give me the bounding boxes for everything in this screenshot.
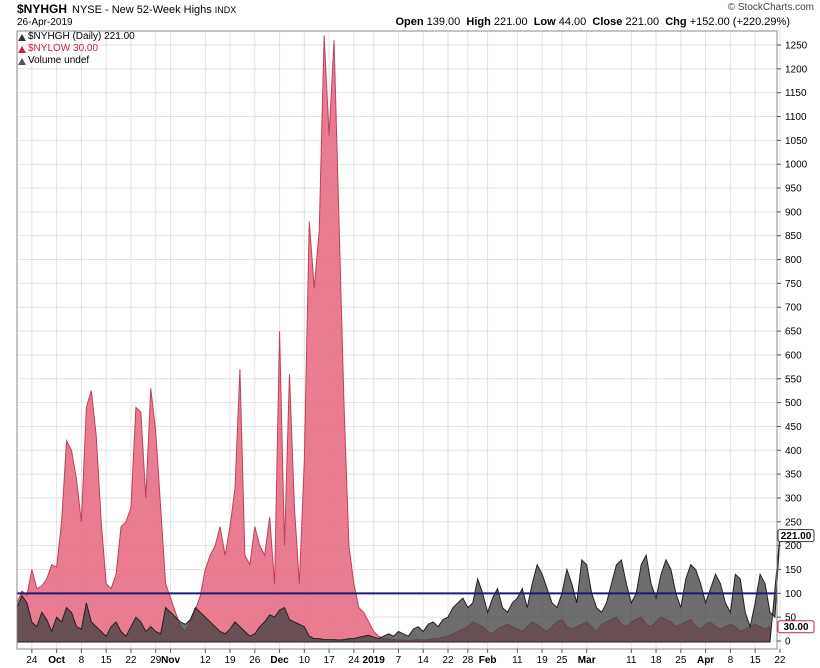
chg-label: Chg xyxy=(665,16,687,28)
legend-label-nyhgh: $NYHGH (Daily) 221.00 xyxy=(28,31,135,42)
y-tick-label: 900 xyxy=(785,207,802,218)
y-tick-label: 800 xyxy=(785,255,802,266)
y-tick-label: 300 xyxy=(785,493,802,504)
x-tick-label: 7 xyxy=(396,655,402,666)
high-value: 221.00 xyxy=(493,16,528,28)
y-tick-label: 500 xyxy=(785,398,802,409)
x-tick-label: 28 xyxy=(462,655,474,666)
x-tick-label: 15 xyxy=(750,655,762,666)
low-label: Low xyxy=(533,16,556,28)
y-tick-label: 0 xyxy=(785,637,791,648)
x-tick-label: Mar xyxy=(578,655,596,666)
x-tick-label: Oct xyxy=(48,655,65,666)
y-tick-label: 950 xyxy=(785,184,802,195)
y-tick-label: 1250 xyxy=(785,41,808,52)
x-tick-label: 12 xyxy=(200,655,212,666)
y-tick-label: 1050 xyxy=(785,136,808,147)
y-tick-label: 750 xyxy=(785,279,802,290)
legend-item-nylow: $NYLOW 30.00 xyxy=(18,43,135,55)
exchange-tag: INDX xyxy=(214,5,237,15)
last-value-nyhgh-text: 221.00 xyxy=(781,531,812,542)
x-tick-label: 29 xyxy=(150,655,162,666)
plot-frame xyxy=(16,30,778,650)
x-tick-label: 15 xyxy=(101,655,113,666)
x-tick-label: 2019 xyxy=(363,655,386,666)
y-tick-label: 100 xyxy=(785,589,802,600)
last-value-tags: 221.00 30.00 xyxy=(777,529,815,634)
y-tick-label: 200 xyxy=(785,541,802,552)
x-tick-label: Dec xyxy=(270,655,289,666)
x-tick-label: 8 xyxy=(728,655,734,666)
y-tick-label: 1150 xyxy=(785,88,807,99)
area-series xyxy=(16,35,781,643)
legend-swatch-volume xyxy=(18,57,26,65)
legend-item-volume: Volume undef xyxy=(18,55,135,67)
x-tick-label: 19 xyxy=(537,655,549,666)
close-label: Close xyxy=(592,16,623,28)
y-tick-label: 50 xyxy=(785,613,797,624)
high-label: High xyxy=(466,16,491,28)
y-tick-label: 550 xyxy=(785,374,802,385)
low-value: 44.00 xyxy=(558,16,587,28)
y-tick-label: 850 xyxy=(785,231,802,242)
legend-label-nylow: $NYLOW 30.00 xyxy=(28,43,99,54)
y-tick-label: 1200 xyxy=(785,64,808,75)
y-tick-label: 400 xyxy=(785,446,802,457)
x-tick-label: Feb xyxy=(479,655,497,666)
x-tick-label: 10 xyxy=(299,655,311,666)
x-tick-label: 24 xyxy=(348,655,360,666)
area-nylow xyxy=(16,35,771,643)
chart-description: NYSE - New 52-Week Highs INDX xyxy=(72,4,236,16)
y-tick-label: 250 xyxy=(785,517,802,528)
x-tick-label: 22 xyxy=(442,655,454,666)
last-value-nylow-box xyxy=(777,620,815,634)
x-tick-label: 8 xyxy=(79,655,85,666)
close-value: 221.00 xyxy=(625,16,660,28)
y-tick-label: 600 xyxy=(785,350,802,361)
y-tick-label: 650 xyxy=(785,327,802,338)
legend-label-volume: Volume undef xyxy=(28,55,90,66)
x-tick-label: 22 xyxy=(774,655,786,666)
x-tick-label: 25 xyxy=(675,655,687,666)
chart-symbol: $NYHGH xyxy=(17,2,68,16)
area-nyhgh xyxy=(16,535,781,643)
y-tick-label: 700 xyxy=(785,303,802,314)
chart-date: 26-Apr-2019 xyxy=(17,17,73,28)
last-value-nylow-text: 30.00 xyxy=(783,622,808,633)
y-tick-label: 350 xyxy=(785,470,802,481)
x-tick-label: 18 xyxy=(650,655,662,666)
x-tick-label: Apr xyxy=(697,655,714,666)
open-label: Open xyxy=(395,16,424,28)
stockcharts-credit[interactable]: © StockCharts.com xyxy=(727,2,814,13)
security-name: NYSE - New 52-Week Highs xyxy=(72,4,212,16)
y-tick-label: 1000 xyxy=(785,160,808,171)
legend-item-nyhgh: $NYHGH (Daily) 221.00 xyxy=(18,31,135,43)
last-value-nyhgh-box xyxy=(777,529,815,543)
legend-swatch-nyhgh xyxy=(18,33,26,41)
x-axis: 24 Oct 8 15 22 29 Nov 12 19 26 Dec 10 17 24 2019 7 14 22 2… xyxy=(26,649,786,666)
x-tick-label: 24 xyxy=(26,655,38,666)
x-tick-label: 14 xyxy=(418,655,430,666)
open-value: 139.00 xyxy=(426,16,461,28)
x-tick-label: 19 xyxy=(224,655,236,666)
y-tick-label: 150 xyxy=(785,565,802,576)
y-tick-label: 1100 xyxy=(785,112,807,123)
x-tick-label: 11 xyxy=(512,655,523,666)
ohlc-summary: Open 139.00 High 221.00 Low 44.00 Close … xyxy=(395,16,790,28)
legend: $NYHGH (Daily) 221.00 $NYLOW 30.00 Volum… xyxy=(18,31,135,67)
x-tick-label: 17 xyxy=(324,655,336,666)
y-tick-label: 450 xyxy=(785,422,802,433)
x-tick-label: 25 xyxy=(556,655,568,666)
x-tick-label: Nov xyxy=(161,655,180,666)
chg-value: +152.00 (+220.29%) xyxy=(689,16,790,28)
x-tick-label: 22 xyxy=(125,655,137,666)
x-tick-label: 26 xyxy=(249,655,261,666)
x-tick-label: 11 xyxy=(626,655,637,666)
y-axis: 0 50 100 150 200 250 300 350 400 450 500 550 600 650 7… xyxy=(777,41,808,648)
legend-swatch-nylow xyxy=(18,45,26,53)
